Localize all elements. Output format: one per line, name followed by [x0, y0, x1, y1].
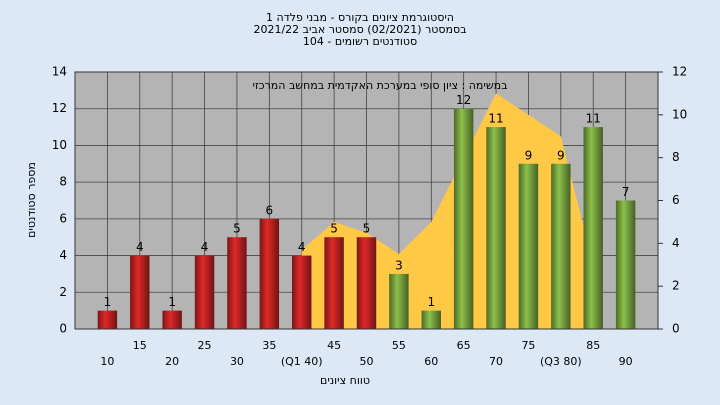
y2-tick-label: 4 [672, 236, 680, 250]
x-tick-label: 60 [424, 355, 438, 368]
data-label: 3 [395, 258, 403, 272]
y-axis-label: מספר סטודנטים [25, 162, 38, 238]
bar [583, 127, 603, 329]
y2-tick-label: 12 [672, 65, 687, 79]
y2-tick-label: 2 [672, 279, 680, 293]
chart-subtitle: בסמסטר (02/2021) סמסטר אביב 2021/22 [253, 23, 466, 36]
y-tick-label: 10 [52, 138, 67, 152]
x-tick-label: 65 [457, 339, 471, 352]
bar [324, 237, 344, 329]
y-tick-label: 6 [59, 211, 67, 225]
data-label: 9 [557, 148, 565, 162]
y-tick-label: 4 [59, 248, 67, 262]
bar [551, 163, 571, 329]
y-tick-label: 2 [59, 285, 67, 299]
bar [356, 237, 377, 329]
y-tick-label: 14 [52, 65, 67, 79]
x-tick-label: 10 [100, 355, 114, 368]
bar [162, 310, 182, 329]
x-tick-label: 35 [262, 339, 276, 352]
x-tick-label: 85 [586, 339, 600, 352]
data-label: 6 [266, 203, 274, 217]
x-tick-label: 25 [198, 339, 212, 352]
x-tick-label: (Q3 80) [540, 355, 582, 368]
plot-border [74, 71, 659, 330]
chart-title: היסטוגרמת ציונים בקורס - מבני פלדה 1 [266, 11, 454, 24]
data-label: 4 [136, 240, 144, 254]
data-label: 1 [427, 295, 435, 309]
bar [259, 218, 280, 329]
bar [615, 200, 636, 329]
x-tick-label: (Q1 40) [281, 355, 323, 368]
data-label: 11 [586, 112, 601, 126]
y-tick-label: 12 [52, 101, 67, 115]
y2-tick-label: 8 [672, 150, 680, 164]
data-label: 12 [456, 93, 471, 107]
x-tick-label: 70 [489, 355, 503, 368]
data-label: 5 [330, 222, 338, 236]
x-tick-label: 20 [165, 355, 179, 368]
y-tick-label: 8 [59, 175, 67, 189]
data-label: 5 [363, 222, 371, 236]
x-tick-label: 15 [133, 339, 147, 352]
bar [486, 127, 506, 329]
data-label: 5 [233, 222, 241, 236]
bar [97, 310, 118, 329]
chart-subtitle: סטודנטים רשומים - 104 [303, 35, 417, 48]
bar [227, 237, 247, 329]
data-label: 4 [298, 240, 306, 254]
data-label: 4 [201, 240, 209, 254]
y2-tick-label: 0 [672, 322, 680, 336]
bar [130, 255, 150, 329]
x-tick-label: 55 [392, 339, 406, 352]
bar [518, 163, 539, 329]
bar [292, 255, 312, 329]
x-tick-label: 75 [521, 339, 535, 352]
y-tick-label: 0 [59, 322, 67, 336]
bar [453, 108, 474, 329]
data-label: 9 [525, 148, 533, 162]
y2-tick-label: 6 [672, 193, 680, 207]
bar [389, 273, 409, 329]
x-tick-label: 45 [327, 339, 341, 352]
x-tick-label: 90 [619, 355, 633, 368]
x-axis-label: טווח ציונים [320, 374, 370, 387]
data-label: 7 [622, 185, 630, 199]
x-tick-label: 30 [230, 355, 244, 368]
bar [421, 310, 441, 329]
y2-tick-label: 10 [672, 107, 687, 121]
x-tick-label: 50 [360, 355, 374, 368]
annotation: במשימה : ציון סופי במערכת האקדמית במחשב … [253, 79, 508, 92]
data-label: 11 [488, 112, 503, 126]
bar [194, 255, 215, 329]
data-label: 1 [104, 295, 112, 309]
data-label: 1 [168, 295, 176, 309]
